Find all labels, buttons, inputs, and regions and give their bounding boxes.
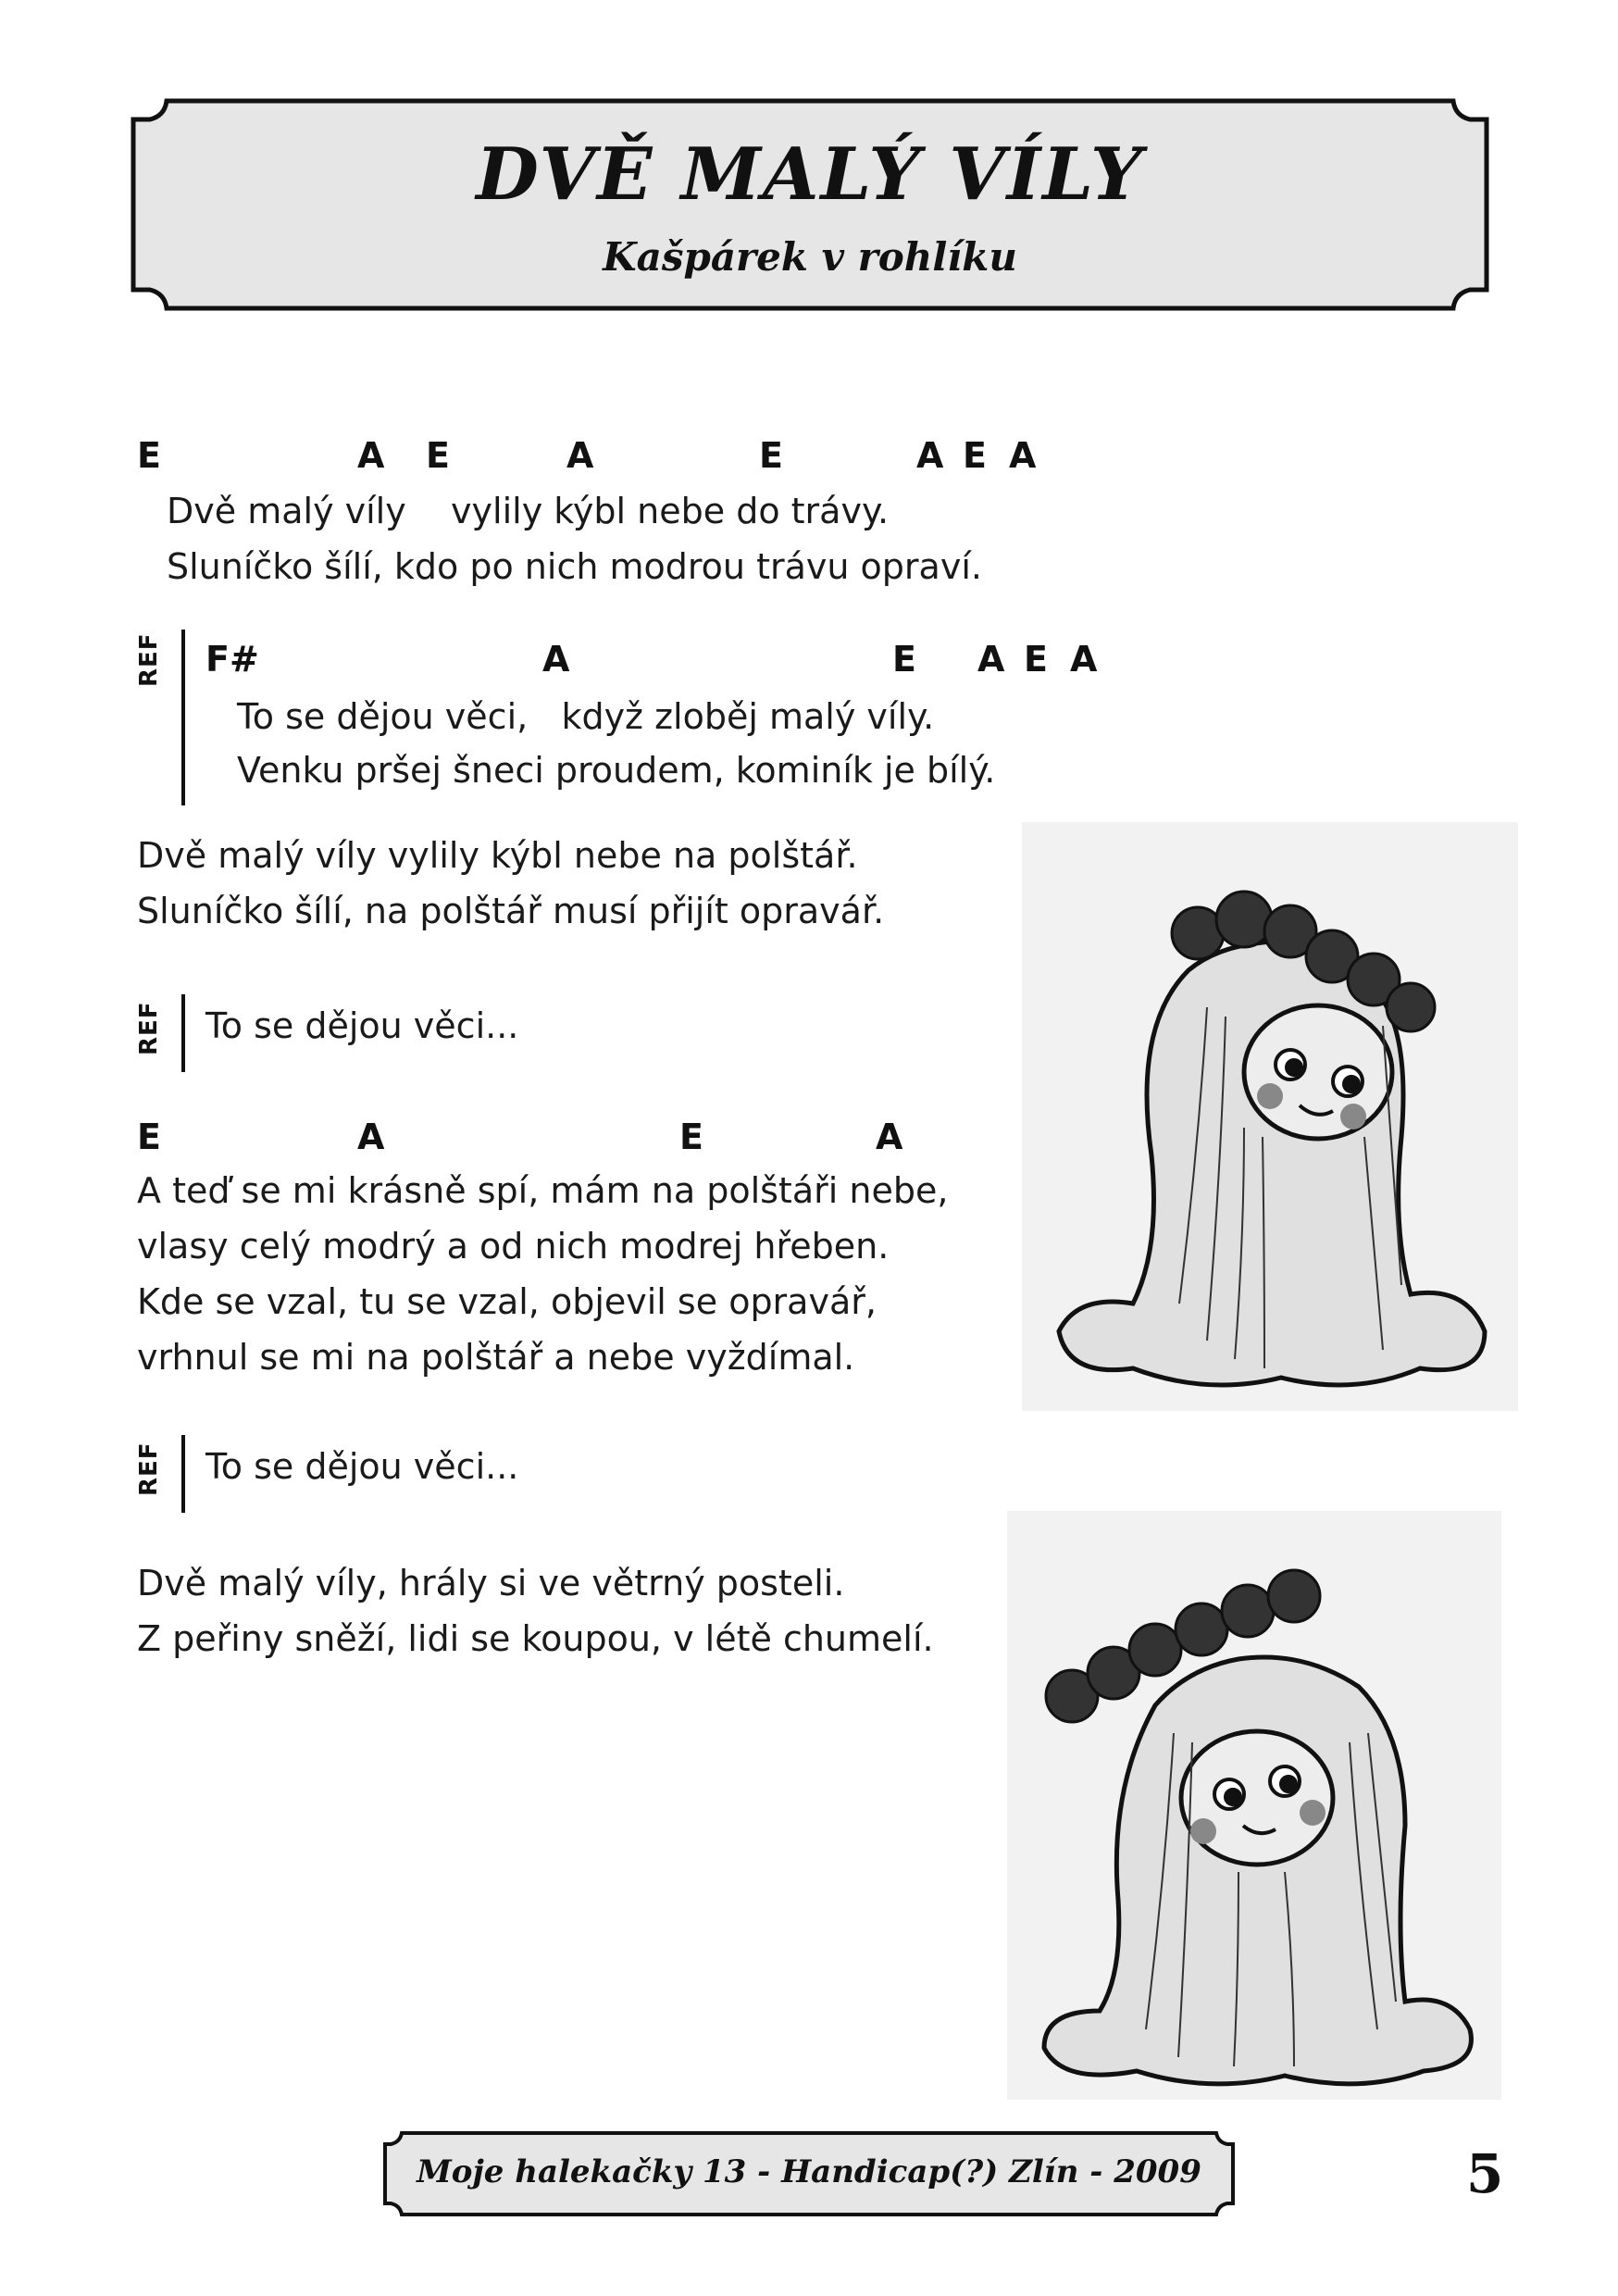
ref-label: REF: [135, 1001, 163, 1055]
chord: A: [916, 435, 944, 476]
fairy-illustration: [1007, 1511, 1501, 2100]
lyric-line: Venku pršej šneci proudem, kominík je bí…: [237, 750, 996, 791]
chord: A: [876, 1117, 903, 1157]
ref-bar: [181, 1435, 185, 1513]
chord: A: [1009, 435, 1037, 476]
lyric-line: To se dějou věci, když zloběj malý víly.: [237, 696, 935, 737]
lyric-line: Z peřiny sněží, lidi se koupou, v létě c…: [137, 1618, 934, 1659]
chord: A: [1070, 639, 1098, 680]
song-title: DVĚ MALÝ VÍLY: [476, 132, 1144, 217]
lyric-line: Dvě malý víly vylily kýbl nebe na polštá…: [137, 835, 858, 876]
page-number: 5: [1466, 2142, 1504, 2205]
lyric-line: vrhnul se mi na polštář a nebe vyždímal.: [137, 1337, 855, 1378]
chord: A: [566, 435, 594, 476]
chord: F#: [205, 639, 259, 680]
chord: A: [357, 435, 385, 476]
chord: A: [542, 639, 570, 680]
lyric-line: Dvě malý víly, hrály si ve větrný postel…: [137, 1563, 845, 1603]
footer-text: Moje halekačky 13 - Handicap(?) Zlín - 2…: [417, 2153, 1201, 2190]
chord: E: [963, 435, 987, 476]
lyric-line: Dvě malý víly vylily kýbl nebe do trávy.: [167, 491, 890, 531]
banner-frame: [131, 98, 1489, 311]
chord: E: [137, 435, 161, 476]
lyric-line: A teď se mi krásně spí, mám na polštáři …: [137, 1170, 949, 1211]
lyric-line: To se dějou věci...: [205, 1446, 519, 1487]
footer-banner: Moje halekačky 13 - Handicap(?) Zlín - 2…: [381, 2129, 1237, 2218]
footer-frame: [383, 2131, 1235, 2216]
chord: E: [759, 435, 783, 476]
chord: E: [137, 1117, 161, 1157]
ref-label: REF: [135, 1441, 163, 1496]
lyric-line: Kde se vzal, tu se vzal, objevil se opra…: [137, 1281, 877, 1322]
header-banner: DVĚ MALÝ VÍLY Kašpárek v rohlíku: [130, 97, 1490, 312]
ref-label: REF: [135, 632, 163, 687]
chord: E: [1024, 639, 1048, 680]
chord: E: [426, 435, 450, 476]
chord: E: [892, 639, 916, 680]
lyric-line: Sluníčko šílí, kdo po nich modrou trávu …: [167, 546, 982, 587]
lyric-line: To se dějou věci...: [205, 1005, 519, 1046]
lyric-line: Sluníčko šílí, na polštář musí přijít op…: [137, 891, 885, 931]
ref-bar: [181, 630, 185, 805]
ref-bar: [181, 994, 185, 1072]
song-author: Kašpárek v rohlíku: [603, 234, 1017, 280]
lyric-line: vlasy celý modrý a od nich modrej hřeben…: [137, 1226, 890, 1267]
chord: E: [679, 1117, 703, 1157]
fairy-illustration: [1022, 822, 1518, 1411]
chord: A: [977, 639, 1005, 680]
chord: A: [357, 1117, 385, 1157]
